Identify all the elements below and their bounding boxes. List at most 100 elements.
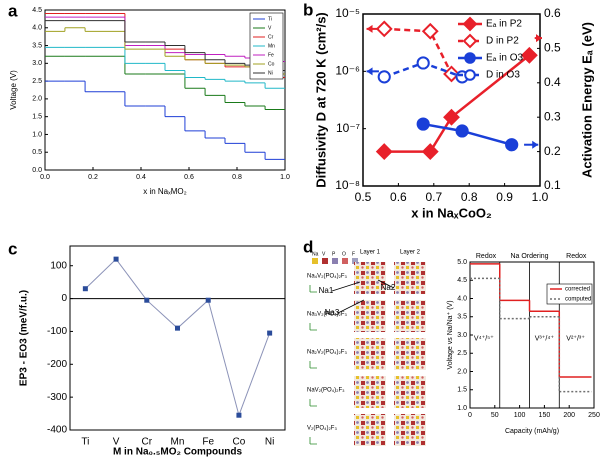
x-tick-label: 0.7 xyxy=(425,190,442,204)
y2-tick-label: 0.4 xyxy=(544,75,561,89)
legend-label: D in P2 xyxy=(486,36,519,47)
y-tick-label: -200 xyxy=(47,359,67,370)
element-label: P xyxy=(332,251,336,257)
axes-icon xyxy=(309,323,317,331)
region-label: V³⁺/⁴⁺ xyxy=(535,334,555,342)
element-label: O xyxy=(342,251,346,257)
y-tick-label: 3.0 xyxy=(457,332,467,339)
y-tick-label: 2.5 xyxy=(32,78,42,85)
crystal-image xyxy=(354,338,386,370)
y-tick-label: 4.0 xyxy=(457,295,467,302)
legend-label: Ti xyxy=(268,16,272,22)
x-tick-label: V xyxy=(113,437,120,448)
y-tick-label: 0 xyxy=(61,293,67,304)
y-tick-label: -100 xyxy=(47,326,67,337)
site-arrow xyxy=(337,299,365,314)
x-tick-label: Co xyxy=(233,437,246,448)
x-tick-label: 200 xyxy=(563,412,575,419)
x-tick-label: 0.6 xyxy=(184,174,194,181)
formula-label: Na₄V₂(PO₄)₂F₃ xyxy=(307,274,348,280)
x-tick-label: 0.6 xyxy=(390,190,407,204)
marker xyxy=(205,297,211,303)
arrow-head xyxy=(366,67,373,76)
x-tick-label: 1.0 xyxy=(280,174,290,181)
legend-label: computed xyxy=(565,297,591,303)
x-tick-label: 0.9 xyxy=(496,190,513,204)
x-tick-label: 0.4 xyxy=(136,174,146,181)
axes-icon xyxy=(309,361,317,369)
marker xyxy=(520,46,538,64)
marker xyxy=(464,52,476,64)
y2-axis-label: Activation Energy Eₐ (eV) xyxy=(579,22,594,178)
region-label: V²⁺/³⁺ xyxy=(566,334,585,342)
x-tick-label: 0.0 xyxy=(40,174,50,181)
formula-label: Na₃V₂(PO₄)₂F₃ xyxy=(307,312,348,318)
y-tick-label: 5.0 xyxy=(457,259,467,266)
y-tick-label: 1.0 xyxy=(457,405,467,412)
y-tick-label: 1.5 xyxy=(32,114,42,121)
marker xyxy=(464,69,476,81)
site-label: Na3 xyxy=(325,308,340,317)
y2-tick-label: 0.1 xyxy=(544,178,561,192)
legend-label: Cr xyxy=(268,34,274,40)
x-tick-label: 0.5 xyxy=(355,190,372,204)
legend-label: V xyxy=(268,25,272,31)
marker xyxy=(455,124,469,138)
annotation: Redox xyxy=(566,253,587,260)
y-tick-label: 2.5 xyxy=(457,350,467,357)
y-tick-label: -400 xyxy=(47,425,67,436)
y-axis-label: EP3 - EO3 (meV/f.u.) xyxy=(19,290,30,386)
marker xyxy=(443,108,460,126)
y-tick-label: 10⁻⁶ xyxy=(335,64,360,78)
panel-label: b xyxy=(303,0,313,19)
legend-label: Ni xyxy=(268,70,273,76)
annotation: Na Ordering xyxy=(510,253,548,260)
x-tick-label: 250 xyxy=(588,412,600,419)
site-label: Na2 xyxy=(381,283,396,292)
series-line xyxy=(384,54,531,153)
site-arrow xyxy=(331,281,361,292)
marker xyxy=(113,256,119,262)
series-line xyxy=(384,27,453,75)
x-axis-label: M in Na₀.₅MO₂ Compounds xyxy=(113,447,243,458)
y-axis-label: Voltage vs Na/Na⁺ (V) xyxy=(446,300,454,369)
y-tick-label: 0.0 xyxy=(32,167,42,174)
y-tick-label: 3.5 xyxy=(457,314,467,321)
x-tick-label: 100 xyxy=(514,412,526,419)
element-label: F xyxy=(352,251,355,257)
element-label: V xyxy=(322,251,326,257)
y-tick-label: 4.0 xyxy=(32,25,42,32)
formula-label: V₂(PO₄)₂F₃ xyxy=(307,426,337,432)
y2-tick-label: 0.5 xyxy=(544,41,561,55)
layer-label: Layer 1 xyxy=(360,250,381,256)
y2-tick-label: 0.6 xyxy=(544,6,561,20)
y-tick-label: 2.0 xyxy=(32,96,42,103)
marker xyxy=(421,22,439,40)
marker xyxy=(144,297,150,303)
y-tick-label: 3.5 xyxy=(32,42,42,49)
layer-label: Layer 2 xyxy=(400,250,421,256)
formula-label: NaV₂(PO₄)₂F₃ xyxy=(307,388,345,394)
marker xyxy=(462,16,478,32)
marker xyxy=(377,70,391,84)
arrow-head xyxy=(536,34,542,43)
crystal-image xyxy=(354,300,386,332)
marker xyxy=(462,33,478,49)
plot-frame xyxy=(44,9,286,171)
y-tick-label: 0.5 xyxy=(32,149,42,156)
legend-label: Eₐ in P2 xyxy=(486,19,522,30)
marker xyxy=(505,138,519,152)
x-tick-label: Fe xyxy=(202,437,214,448)
x-tick-label: 150 xyxy=(539,412,551,419)
crystal-image xyxy=(394,338,426,370)
axes-icon xyxy=(309,285,317,293)
x-tick-label: 0.8 xyxy=(461,190,478,204)
marker xyxy=(375,20,393,38)
element-label: Na xyxy=(312,251,319,257)
element-swatch xyxy=(312,258,318,264)
y-tick-label: 1.0 xyxy=(32,131,42,138)
marker xyxy=(421,143,439,161)
y-tick-label: -300 xyxy=(47,392,67,403)
site-label: Na1 xyxy=(319,286,334,295)
